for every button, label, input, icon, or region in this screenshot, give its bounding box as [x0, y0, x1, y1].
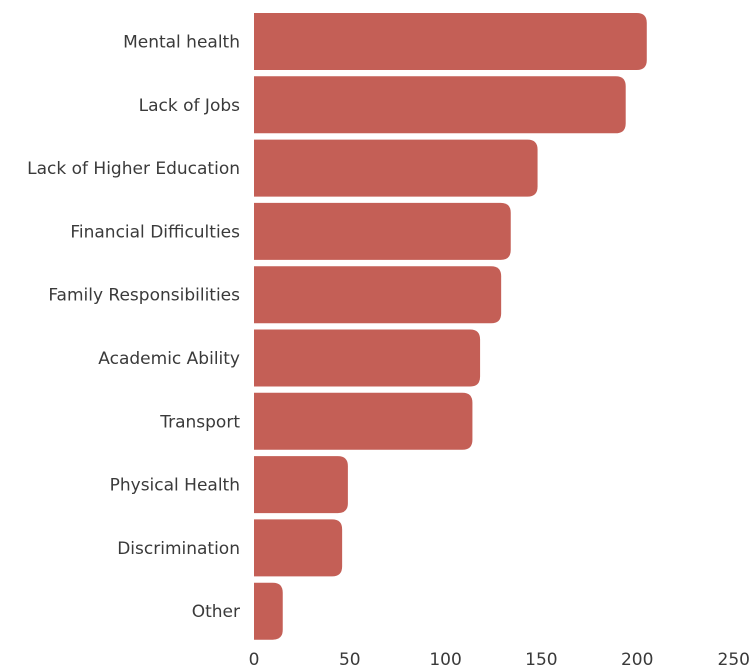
- bars-group: [254, 13, 647, 640]
- category-label: Financial Difficulties: [70, 222, 240, 242]
- category-label: Academic Ability: [98, 349, 240, 369]
- bar-lack-of-higher-education: [254, 139, 538, 197]
- bar-financial-difficulties: [254, 202, 511, 260]
- category-label: Other: [192, 602, 240, 622]
- x-axis-ticks: 0 50 100 150 200 250: [249, 650, 750, 666]
- category-labels: Mental health Lack of Jobs Lack of Higher …: [27, 33, 240, 623]
- category-label: Family Responsibilities: [48, 286, 240, 306]
- x-tick-label: 150: [525, 650, 557, 666]
- bar-other: [254, 582, 283, 640]
- category-label: Transport: [159, 412, 240, 432]
- x-tick-label: 250: [718, 650, 750, 666]
- category-label: Discrimination: [117, 539, 240, 559]
- category-label: Mental health: [123, 33, 240, 53]
- category-label: Lack of Jobs: [139, 96, 240, 116]
- x-tick-label: 100: [429, 650, 461, 666]
- x-tick-label: 50: [339, 650, 361, 666]
- bar-discrimination: [254, 519, 343, 577]
- x-tick-label: 200: [621, 650, 653, 666]
- bar-transport: [254, 392, 473, 450]
- bar-mental-health: [254, 13, 647, 70]
- x-tick-label: 0: [249, 650, 260, 666]
- bar-academic-ability: [254, 329, 481, 387]
- category-label: Lack of Higher Education: [27, 159, 240, 179]
- bar-physical-health: [254, 456, 348, 514]
- bar-family-responsibilities: [254, 266, 502, 324]
- bar-lack-of-jobs: [254, 76, 626, 134]
- category-label: Physical Health: [110, 476, 240, 496]
